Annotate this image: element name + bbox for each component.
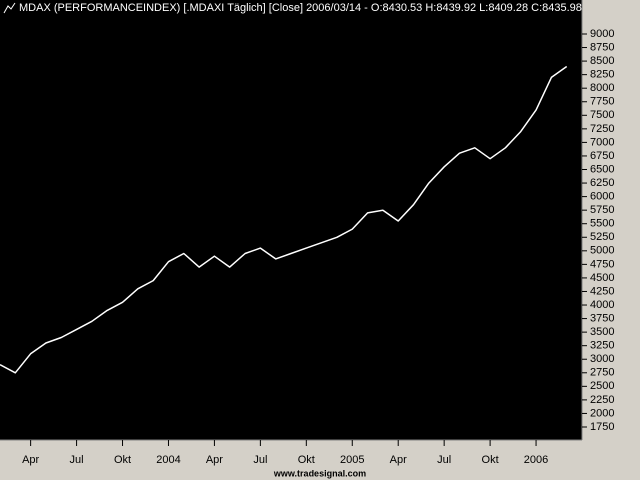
y-tick-label: 5750: [590, 204, 614, 216]
price-line: [0, 65, 568, 374]
x-tick-label: Apr: [22, 454, 39, 466]
y-tick-label: 7500: [590, 109, 614, 121]
y-tick-label: 7000: [590, 136, 614, 148]
footer: www.tradesignal.com: [273, 468, 366, 478]
y-tick-label: 3500: [590, 326, 614, 338]
y-tick-label: 4750: [590, 258, 614, 270]
y-tick-label: 5500: [590, 218, 614, 230]
x-tick-label: Jul: [70, 454, 84, 466]
x-tick-label: 2005: [340, 454, 364, 466]
x-tick-label: Okt: [114, 454, 131, 466]
y-tick-label: 8500: [590, 55, 614, 67]
y-tick-label: 5250: [590, 231, 614, 243]
y-tick-label: 2750: [590, 367, 614, 379]
y-tick-label: 3250: [590, 340, 614, 352]
y-tick-label: 6750: [590, 150, 614, 162]
y-tick-label: 6000: [590, 191, 614, 203]
y-tick-label: 7250: [590, 123, 614, 135]
y-tick-label: 9000: [590, 28, 614, 40]
x-tick-label: Okt: [482, 454, 499, 466]
chart-title: MDAX (PERFORMANCEINDEX) [.MDAXI Täglich]…: [19, 2, 582, 14]
y-tick-label: 3000: [590, 353, 614, 365]
y-tick-label: 4000: [590, 299, 614, 311]
plot-area: [0, 0, 582, 440]
y-tick-label: 8750: [590, 41, 614, 53]
y-tick-label: 4500: [590, 272, 614, 284]
x-tick-label: Okt: [298, 454, 315, 466]
y-tick-label: 1750: [590, 421, 614, 433]
x-tick-label: 2006: [524, 454, 548, 466]
y-tick-label: 5000: [590, 245, 614, 257]
y-tick-label: 4250: [590, 285, 614, 297]
x-tick-label: Apr: [390, 454, 407, 466]
x-tick-label: Jul: [437, 454, 451, 466]
x-tick-label: Jul: [253, 454, 267, 466]
x-tick-label: Apr: [206, 454, 223, 466]
y-tick-label: 8000: [590, 82, 614, 94]
y-tick-label: 2500: [590, 380, 614, 392]
y-tick-label: 2000: [590, 407, 614, 419]
y-tick-label: 8250: [590, 69, 614, 81]
x-tick-label: 2004: [156, 454, 180, 466]
y-tick-label: 3750: [590, 312, 614, 324]
line-icon: [3, 2, 16, 14]
y-tick-label: 2250: [590, 394, 614, 406]
y-tick-label: 6250: [590, 177, 614, 189]
y-tick-label: 6500: [590, 163, 614, 175]
y-tick-label: 7750: [590, 96, 614, 108]
